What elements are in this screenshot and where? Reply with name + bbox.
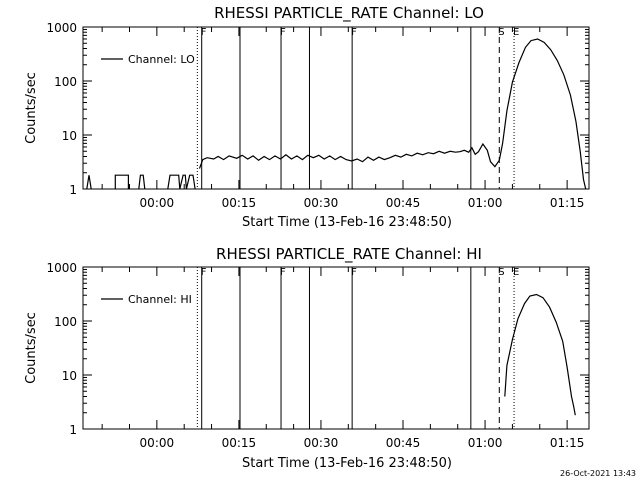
- chart-lo: RHESSI PARTICLE_RATE Channel: LO Start T…: [24, 4, 620, 230]
- x-tick-label: 01:00: [468, 436, 503, 450]
- series-line: [86, 175, 92, 189]
- footer-timestamp: 26-Oct-2021 13:43: [560, 469, 636, 478]
- x-tick-label: 00:00: [140, 436, 175, 450]
- y-tick-label: 100: [54, 315, 77, 329]
- series-line: [138, 174, 146, 189]
- chart-title: RHESSI PARTICLE_RATE Channel: LO: [214, 4, 484, 23]
- event-markers: [196, 267, 515, 429]
- y-tick-label: 1: [69, 423, 77, 437]
- y-axis-label: Counts/sec: [24, 72, 39, 144]
- event-markers: [196, 27, 515, 189]
- series-group: [504, 293, 576, 416]
- x-axis-label: Start Time (13-Feb-16 23:48:50): [242, 215, 452, 230]
- y-axis-label: Counts/sec: [24, 312, 39, 384]
- event-marker-label: E: [513, 27, 519, 38]
- series-line: [167, 174, 196, 189]
- x-tick-label: 01:00: [468, 196, 503, 210]
- plot-frame: [82, 26, 590, 190]
- y-tick-label: 10: [62, 369, 77, 383]
- x-tick-label: 00:15: [222, 196, 257, 210]
- y-tick-label: 1000: [46, 261, 77, 275]
- event-marker-label: F: [201, 27, 207, 38]
- event-marker-label: S: [498, 267, 504, 278]
- y-tick-label: 10: [62, 129, 77, 143]
- legend: Channel: LO: [101, 53, 195, 66]
- x-tick-label: 00:00: [140, 196, 175, 210]
- x-axis: 00:00 00:15 00:30 00:45 01:00 01:15: [101, 27, 585, 210]
- x-tick-label: 01:15: [550, 436, 585, 450]
- plot-frame: [82, 266, 590, 430]
- series-line: [198, 38, 587, 189]
- event-marker-label: S: [498, 27, 504, 38]
- y-axis: 1 10 100 1000: [46, 261, 589, 437]
- x-tick-label: 00:30: [304, 196, 339, 210]
- x-axis: 00:00 00:15 00:30 00:45 01:00 01:15: [101, 267, 585, 450]
- y-tick-label: 1: [69, 183, 77, 197]
- x-axis-label: Start Time (13-Feb-16 23:48:50): [242, 456, 452, 471]
- chart-hi: RHESSI PARTICLE_RATE Channel: HI Start T…: [24, 245, 590, 471]
- event-marker-label: F: [351, 27, 357, 38]
- event-marker-label: F: [280, 27, 286, 38]
- legend-label: Channel: HI: [128, 293, 192, 306]
- x-tick-label: 01:15: [550, 196, 585, 210]
- event-marker-label: E: [513, 267, 519, 278]
- series-line: [504, 293, 576, 416]
- x-tick-label: 00:45: [386, 196, 421, 210]
- event-marker-label: F: [280, 267, 286, 278]
- event-marker-label: F: [351, 267, 357, 278]
- series-group: [86, 38, 620, 189]
- x-tick-label: 00:45: [386, 436, 421, 450]
- chart-title: RHESSI PARTICLE_RATE Channel: HI: [216, 245, 482, 264]
- series-line: [616, 175, 620, 189]
- legend: Channel: HI: [101, 293, 192, 306]
- legend-label: Channel: LO: [128, 53, 195, 66]
- series-line: [114, 174, 129, 189]
- y-axis: 1 10 100 1000: [46, 21, 589, 197]
- x-tick-label: 00:30: [304, 436, 339, 450]
- y-tick-label: 1000: [46, 21, 77, 35]
- event-marker-label: F: [201, 267, 207, 278]
- x-tick-label: 00:15: [222, 436, 257, 450]
- y-tick-label: 100: [54, 75, 77, 89]
